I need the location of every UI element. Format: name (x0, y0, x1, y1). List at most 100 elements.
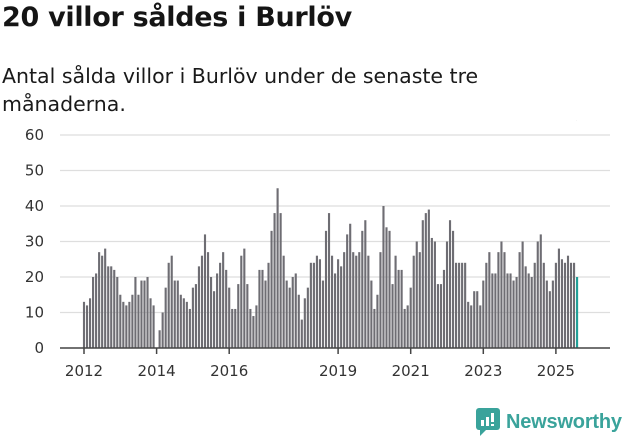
x-tick-label: 2025 (537, 362, 575, 380)
gridlines (60, 134, 610, 314)
bar (315, 255, 318, 348)
x-tick-label: 2019 (319, 362, 357, 380)
bar (119, 294, 122, 348)
x-tick-label: 2012 (65, 362, 103, 380)
bar (176, 280, 179, 348)
bar (358, 252, 361, 348)
bar (503, 252, 506, 348)
bar (467, 301, 470, 348)
bar (98, 252, 101, 348)
bar (427, 209, 430, 348)
bar (185, 301, 188, 348)
bar (143, 280, 146, 348)
bar (566, 255, 570, 348)
bar (324, 230, 328, 348)
bar (318, 259, 322, 348)
bar (394, 255, 397, 348)
bar (291, 277, 294, 348)
bar (349, 223, 352, 348)
bar (343, 252, 346, 348)
newsworthy-logo: Newsworthy (476, 406, 622, 438)
bar (243, 248, 246, 348)
bar (152, 305, 155, 348)
bar (327, 213, 331, 348)
bar (213, 291, 216, 348)
bar (340, 266, 343, 348)
bar (82, 301, 86, 348)
y-tick-label: 30 (25, 233, 44, 251)
bar (367, 255, 370, 348)
bar (161, 312, 164, 348)
bar (376, 294, 379, 348)
bar (303, 298, 306, 348)
bar (209, 277, 213, 348)
bar (321, 280, 325, 348)
bar (545, 280, 548, 348)
bar (312, 262, 315, 348)
bar (497, 252, 500, 348)
bar (261, 269, 264, 348)
bar (548, 291, 551, 348)
bar (300, 319, 303, 348)
bar (255, 305, 258, 348)
y-tick-label: 40 (25, 197, 44, 215)
bar (470, 305, 473, 348)
bar (518, 252, 521, 348)
chart-subtitle: Antal sålda villor i Burlöv under de sen… (2, 64, 479, 116)
x-tick-label: 2023 (464, 362, 502, 380)
bar (134, 277, 137, 348)
bar (512, 280, 515, 348)
y-tick-label: 20 (25, 268, 44, 286)
bar (297, 294, 300, 348)
bar (418, 252, 421, 348)
bar (225, 269, 228, 348)
bar (330, 255, 334, 348)
bar (149, 298, 152, 348)
bar (270, 230, 273, 348)
y-tick-label: 10 (25, 304, 44, 322)
bar (406, 305, 409, 348)
bar (219, 262, 222, 348)
bar (464, 262, 467, 348)
bar (539, 234, 542, 348)
bar (485, 262, 488, 348)
bar (203, 234, 207, 348)
y-tick-label: 0 (34, 339, 44, 357)
bar (506, 273, 509, 348)
bar (500, 241, 503, 348)
bar (267, 262, 270, 348)
bar (421, 220, 424, 348)
bar (101, 255, 104, 348)
bar (222, 252, 225, 348)
bar (249, 308, 252, 348)
bar (285, 280, 288, 348)
bar (237, 284, 240, 348)
bar (515, 277, 518, 348)
bar (197, 266, 201, 348)
bar (92, 277, 95, 348)
bar (188, 308, 191, 348)
last-value-annotation: 20 (570, 120, 589, 124)
bar (536, 241, 539, 348)
bar (455, 262, 458, 348)
bar (273, 213, 276, 348)
bar (488, 252, 491, 348)
bar (373, 308, 376, 348)
bar (240, 255, 243, 348)
bar (364, 220, 367, 348)
bar (276, 188, 279, 348)
bar (433, 241, 436, 348)
bar (346, 234, 349, 348)
bar (436, 284, 439, 348)
y-axis-ticks: 0 10 20 30 40 50 60 (25, 126, 44, 357)
bar (412, 255, 415, 348)
bar (194, 284, 197, 348)
bar (355, 255, 358, 348)
bar (572, 262, 576, 348)
chart-title: 20 villor såldes i Burlöv (2, 2, 352, 33)
bar (415, 241, 418, 348)
bar (252, 316, 255, 348)
bar (476, 291, 479, 348)
bar (509, 273, 512, 348)
bar (137, 294, 140, 348)
